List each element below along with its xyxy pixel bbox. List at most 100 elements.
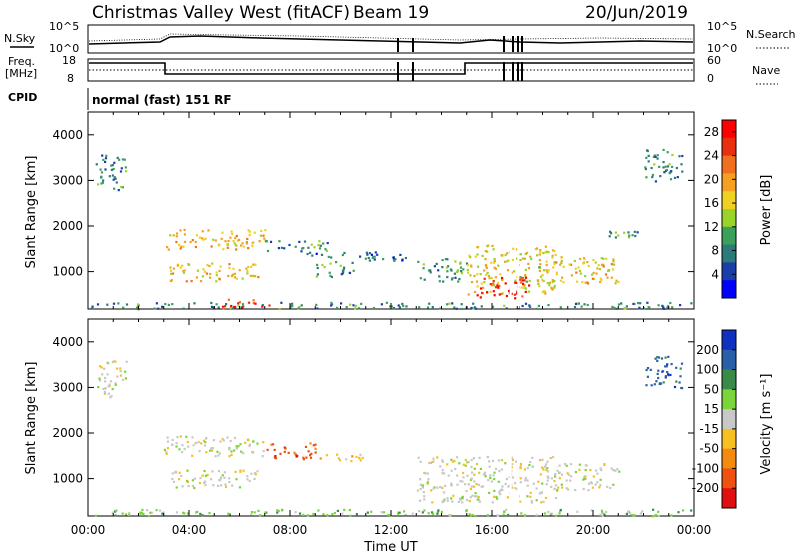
velocity-cell-8-36 <box>664 356 667 359</box>
velocity-cell-7-44 <box>554 473 557 476</box>
power-cell-9-98 <box>529 255 532 258</box>
velocity-cell-6-106 <box>524 477 527 480</box>
power-cell-0-10 <box>315 303 318 306</box>
power-cell-2-36 <box>235 248 238 251</box>
power-cell-0-76 <box>330 304 333 307</box>
power-cell-11-42 <box>610 263 613 266</box>
velocity-cell-8-27 <box>680 362 684 365</box>
power-cell-0-116 <box>241 303 245 306</box>
power-cell-2-53 <box>248 230 251 233</box>
power-colorbar-segment-9 <box>722 280 736 299</box>
power-cell-3-27 <box>206 263 209 267</box>
velocity-cell-0-126 <box>139 513 142 516</box>
velocity-cell-6-164 <box>467 483 470 486</box>
power-cell-2-57 <box>247 247 250 250</box>
power-cell-2-61 <box>235 244 238 247</box>
power-cell-3-18 <box>250 265 253 268</box>
velocity-cell-6-58 <box>478 456 481 459</box>
power-cell-9-119 <box>501 292 505 295</box>
power-cell-14-38 <box>668 172 671 175</box>
power-cell-0-102 <box>446 303 449 306</box>
power-colorbar-segment-3 <box>722 173 736 192</box>
velocity-cell-6-54 <box>500 459 504 462</box>
velocity-cell-3-51 <box>204 480 207 483</box>
power-cell-11-27 <box>562 265 565 268</box>
power-cell-0-77 <box>229 306 232 310</box>
power-cell-10-37 <box>494 286 498 289</box>
velocity-cell-6-132 <box>475 463 479 466</box>
velocity-cell-2-36 <box>181 451 184 454</box>
velocity-cell-6-12 <box>488 460 491 463</box>
power-cell-0-122 <box>613 306 616 309</box>
power-cell-3-38 <box>169 266 172 269</box>
velocity-cell-6-75 <box>424 472 427 475</box>
velocity-cell-1-0 <box>101 373 104 376</box>
power-cell-14-0 <box>644 166 647 169</box>
velocity-cell-7-3 <box>567 488 570 491</box>
power-cell-12-10 <box>609 230 612 233</box>
noise-panel: N.Sky 10^5 10^0 10^5 10^0 N.Search <box>4 20 796 55</box>
power-cell-14-11 <box>675 166 678 170</box>
velocity-cell-0-82 <box>431 512 435 515</box>
xtick-label-6: 00:00 <box>677 523 712 537</box>
velocity-cell-3-27 <box>219 476 223 479</box>
power-cell-3-45 <box>215 280 218 283</box>
ytick-label-1-2: 3000 <box>52 380 83 394</box>
velocity-cell-7-2 <box>594 483 597 486</box>
velocity-colorbar-frame <box>721 329 737 509</box>
velocity-cell-0-70 <box>600 509 604 512</box>
power-cell-8-33 <box>446 276 449 279</box>
velocity-cell-3-58 <box>178 471 181 474</box>
velocity-cell-6-200 <box>454 467 457 471</box>
power-cell-9-137 <box>506 260 509 263</box>
power-cell-11-26 <box>584 275 587 278</box>
velocity-cell-6-196 <box>529 461 532 464</box>
power-cell-3-29 <box>169 269 173 272</box>
power-cell-0-108 <box>662 306 665 309</box>
power-cell-2-27 <box>222 248 225 251</box>
power-cell-1-0 <box>248 301 251 304</box>
velocity-cell-2-10 <box>166 436 169 439</box>
velocity-cell-6-152 <box>461 501 464 504</box>
xtick-label-1: 04:00 <box>172 523 207 537</box>
power-cell-7-2 <box>382 258 385 261</box>
power-cell-0-89 <box>389 305 392 308</box>
velocity-cell-2-17 <box>247 439 250 442</box>
velocity-cell-6-143 <box>476 498 479 501</box>
velocity-cell-1-18 <box>108 383 111 386</box>
power-cell-0-112 <box>666 305 670 308</box>
power-cell-12-4 <box>617 234 620 237</box>
power-cell-0-136 <box>574 302 578 305</box>
power-cell-0-99 <box>357 307 361 310</box>
velocity-cell-0-40 <box>440 510 443 514</box>
velocity-colorbar-label-2: 50 <box>704 382 719 396</box>
power-cell-11-58 <box>592 258 595 262</box>
velocity-cell-0-50 <box>397 512 400 515</box>
power-cell-2-3 <box>247 229 250 232</box>
power-cell-9-154 <box>473 274 476 278</box>
velocity-cell-6-39 <box>498 470 501 473</box>
cpid-label: CPID <box>8 91 37 104</box>
velocity-cell-2-47 <box>237 445 240 448</box>
power-cell-9-32 <box>489 290 492 293</box>
power-cell-2-63 <box>172 234 175 237</box>
power-cell-5-11 <box>374 251 377 254</box>
power-cell-6-0 <box>342 268 345 271</box>
velocity-colorbar-segment-4 <box>722 409 736 430</box>
power-cell-11-39 <box>575 271 578 274</box>
velocity-cell-1-7 <box>106 373 109 376</box>
velocity-cell-0-127 <box>423 509 426 512</box>
power-cell-11-44 <box>604 273 608 276</box>
power-cell-6-12 <box>339 264 342 267</box>
velocity-cell-6-35 <box>470 458 473 462</box>
velocity-cell-4-19 <box>279 452 282 455</box>
velocity-cell-6-99 <box>453 460 456 463</box>
velocity-cell-6-44 <box>446 497 449 500</box>
velocity-cell-6-63 <box>464 464 467 467</box>
velocity-cell-6-38 <box>497 480 500 483</box>
velocity-cell-6-5 <box>450 458 453 461</box>
velocity-cell-7-29 <box>558 477 561 480</box>
velocity-cell-2-65 <box>240 450 243 453</box>
velocity-cell-6-195 <box>555 496 558 500</box>
power-cell-2-22 <box>176 232 179 235</box>
